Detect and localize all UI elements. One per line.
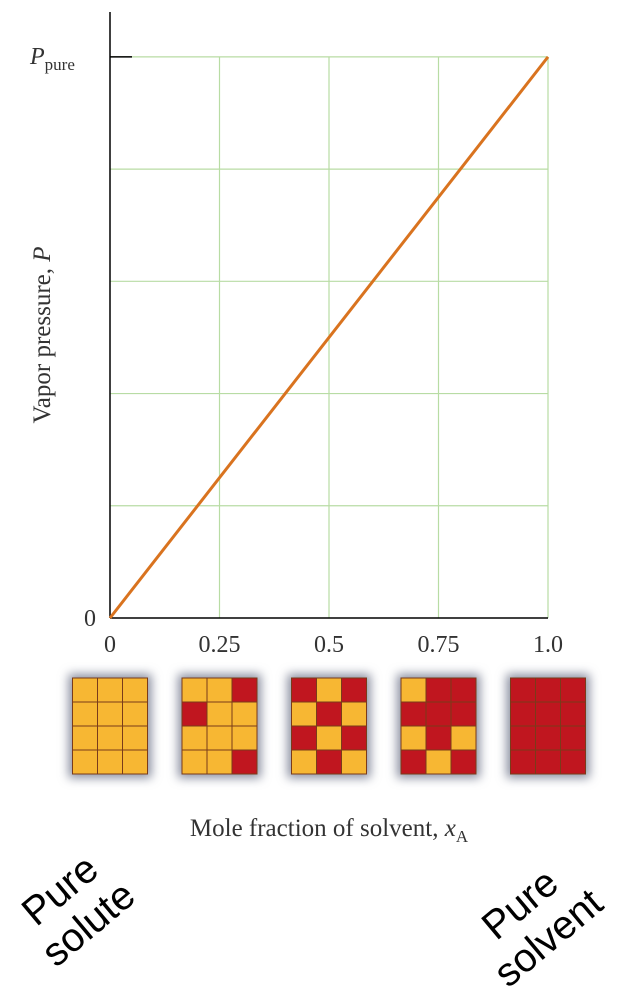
icon-cell — [341, 725, 367, 751]
icon-cell — [535, 749, 561, 775]
icon-cell — [122, 725, 148, 751]
icon-cell — [510, 677, 536, 703]
icon-cell — [341, 701, 367, 727]
icon-cell — [535, 701, 561, 727]
icon-cell — [425, 677, 452, 703]
icon-cell — [535, 677, 561, 703]
icon-cell — [450, 677, 477, 703]
icon-cell — [231, 749, 258, 775]
icon-cell — [510, 725, 536, 751]
icon-cell — [206, 749, 233, 775]
icon-cell — [425, 749, 452, 775]
x-tick-label: 0.75 — [418, 632, 460, 658]
icon-cell — [316, 749, 342, 775]
icon-cell — [231, 677, 258, 703]
icon-cell — [72, 725, 98, 751]
icon-cell — [510, 701, 536, 727]
icon-cell — [97, 749, 123, 775]
icon-cell — [97, 701, 123, 727]
icon-cell — [425, 725, 452, 751]
y-tick-label-sub: pure — [45, 55, 75, 74]
icon-cell — [206, 677, 233, 703]
icon-cell — [450, 725, 477, 751]
icon-cell — [97, 677, 123, 703]
icon-cell — [425, 701, 452, 727]
icon-cell — [400, 677, 427, 703]
icon-cell — [341, 749, 367, 775]
icon-cell — [291, 701, 317, 727]
icon-cell — [291, 677, 317, 703]
icon-cell — [122, 701, 148, 727]
icon-cell — [450, 749, 477, 775]
y-axis-label-text: Vapor pressure, — [29, 262, 56, 424]
icon-cell — [72, 749, 98, 775]
icon-cell — [400, 701, 427, 727]
icon-cell — [291, 725, 317, 751]
icon-cell — [72, 701, 98, 727]
icon-cell — [316, 725, 342, 751]
icon-cell — [560, 725, 586, 751]
icon-cell — [400, 749, 427, 775]
x-axis-label: Mole fraction of solvent, xA — [190, 815, 469, 846]
y-axis-label-var: P — [29, 246, 56, 262]
icon-cell — [316, 701, 342, 727]
icon-cell — [231, 725, 258, 751]
icon-cell — [316, 677, 342, 703]
icon-cell — [181, 749, 208, 775]
icon-cell — [400, 725, 427, 751]
icon-cell — [560, 701, 586, 727]
y-tick-label-var: P — [29, 44, 45, 70]
icon-cell — [560, 677, 586, 703]
y-tick-label: Ppure — [29, 44, 75, 74]
y-tick-label: 0 — [84, 606, 96, 632]
icon-cell — [181, 725, 208, 751]
x-tick-label: 0 — [104, 632, 116, 658]
x-tick-label: 0.25 — [199, 632, 241, 658]
x-axis-label-text: Mole fraction of solvent, — [190, 815, 445, 842]
icon-cell — [291, 749, 317, 775]
icon-cell — [206, 725, 233, 751]
icon-cell — [97, 725, 123, 751]
icon-cell — [231, 701, 258, 727]
data-line — [108, 55, 550, 619]
icon-cell — [560, 749, 586, 775]
x-tick-label: 0.5 — [314, 632, 344, 658]
icon-cell — [450, 701, 477, 727]
icon-cell — [510, 749, 536, 775]
icon-cell — [535, 725, 561, 751]
x-tick-label: 1.0 — [533, 632, 563, 658]
icon-cell — [122, 677, 148, 703]
icon-cell — [341, 677, 367, 703]
icon-cell — [206, 701, 233, 727]
icon-cell — [122, 749, 148, 775]
y-axis-label: Vapor pressure, P — [29, 246, 56, 423]
icon-cell — [181, 677, 208, 703]
x-axis-label-var: x — [444, 815, 456, 842]
x-axis-label-sub: A — [456, 827, 469, 846]
icon-cell — [72, 677, 98, 703]
icon-cell — [181, 701, 208, 727]
